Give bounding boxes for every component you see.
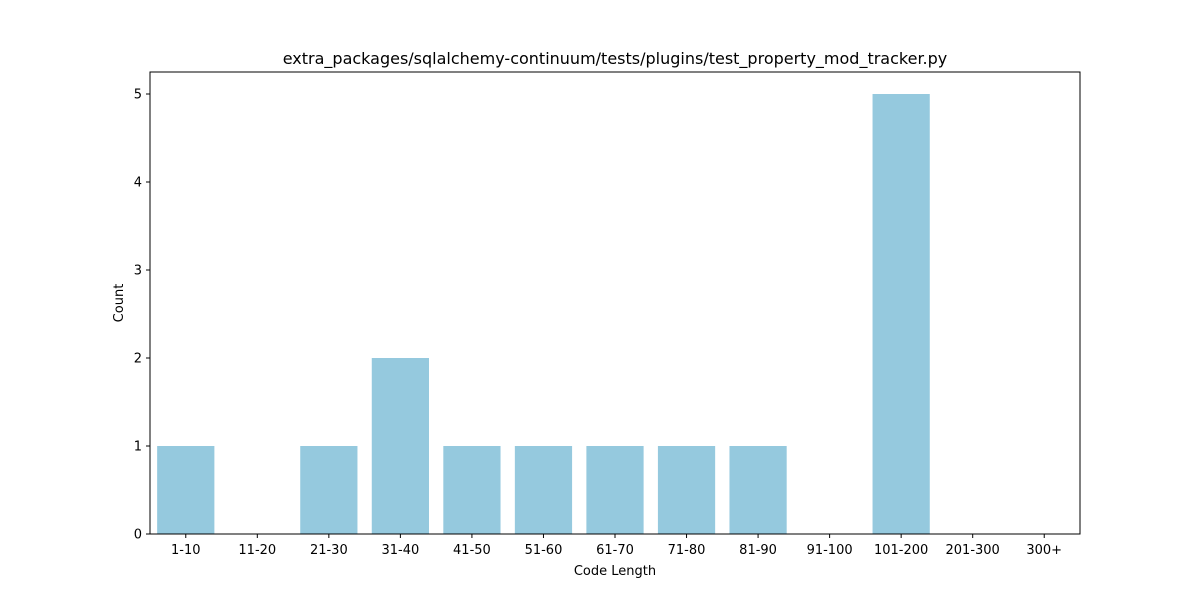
y-tick-label: 4 — [134, 176, 142, 191]
x-tick-label: 91-100 — [807, 543, 853, 558]
plot-frame — [149, 71, 1081, 535]
x-tick-label: 71-80 — [668, 543, 706, 558]
x-tick-label: 41-50 — [453, 543, 491, 558]
x-tick-label: 81-90 — [739, 543, 777, 558]
bar-101-200 — [872, 94, 930, 534]
y-axis-label: Count — [112, 284, 127, 323]
bar-51-60 — [514, 446, 573, 534]
x-tick-label: 31-40 — [381, 543, 419, 558]
x-tick-label: 21-30 — [310, 543, 348, 558]
y-tick-label: 3 — [134, 264, 142, 279]
bar-61-70 — [586, 446, 644, 534]
bar-71-80 — [657, 446, 716, 534]
bar-31-40 — [371, 358, 429, 534]
x-tick-label: 300+ — [1026, 543, 1062, 558]
y-axis: 0 1 2 3 4 5 — [134, 88, 150, 543]
y-tick-label: 2 — [134, 352, 142, 367]
x-tick-label: 61-70 — [596, 543, 634, 558]
bar-21-30 — [300, 446, 358, 534]
x-axis: 1-10 11-20 21-30 31-40 41-50 51-60 61-70 71-80 8… — [171, 534, 1062, 558]
y-tick-label: 0 — [134, 528, 142, 543]
bar-41-50 — [443, 446, 501, 534]
x-tick-label: 1-10 — [171, 543, 201, 558]
x-tick-label: 101-200 — [874, 543, 928, 558]
x-tick-label: 11-20 — [238, 543, 276, 558]
bar-81-90 — [729, 446, 787, 534]
chart-title: extra_packages/sqlalchemy-continuum/test… — [283, 49, 948, 69]
x-axis-label: Code Length — [574, 564, 656, 579]
y-tick-label: 1 — [134, 440, 142, 455]
x-tick-label: 51-60 — [525, 543, 563, 558]
bar-1-10 — [157, 446, 215, 534]
y-tick-label: 5 — [134, 88, 142, 103]
x-tick-label: 201-300 — [946, 543, 1000, 558]
bars-layer — [157, 94, 930, 534]
